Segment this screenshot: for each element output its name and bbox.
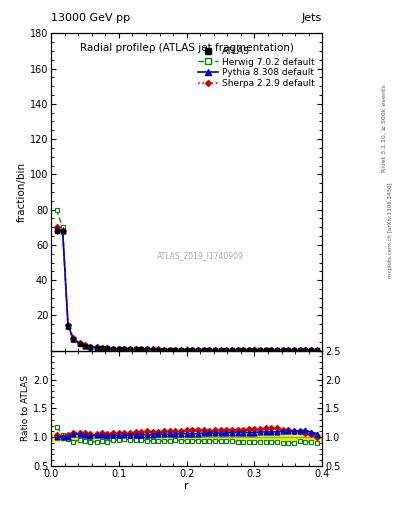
Text: ATLAS_2019_I1740909: ATLAS_2019_I1740909: [157, 251, 244, 260]
Legend: ATLAS, Herwig 7.0.2 default, Pythia 8.308 default, Sherpa 2.2.9 default: ATLAS, Herwig 7.0.2 default, Pythia 8.30…: [195, 44, 318, 91]
X-axis label: r: r: [184, 481, 189, 492]
Text: 13000 GeV pp: 13000 GeV pp: [51, 13, 130, 23]
Y-axis label: Ratio to ATLAS: Ratio to ATLAS: [21, 375, 30, 441]
Text: Radial profileρ (ATLAS jet fragmentation): Radial profileρ (ATLAS jet fragmentation…: [80, 43, 294, 53]
Bar: [51, 435, 322, 439]
Text: mcplots.cern.ch [arXiv:1306.3436]: mcplots.cern.ch [arXiv:1306.3436]: [387, 183, 393, 278]
Text: Jets: Jets: [302, 13, 322, 23]
Y-axis label: fraction/bin: fraction/bin: [17, 162, 27, 222]
Text: Rivet 3.1.10, ≥ 500k events: Rivet 3.1.10, ≥ 500k events: [382, 84, 387, 172]
Bar: [51, 434, 322, 440]
